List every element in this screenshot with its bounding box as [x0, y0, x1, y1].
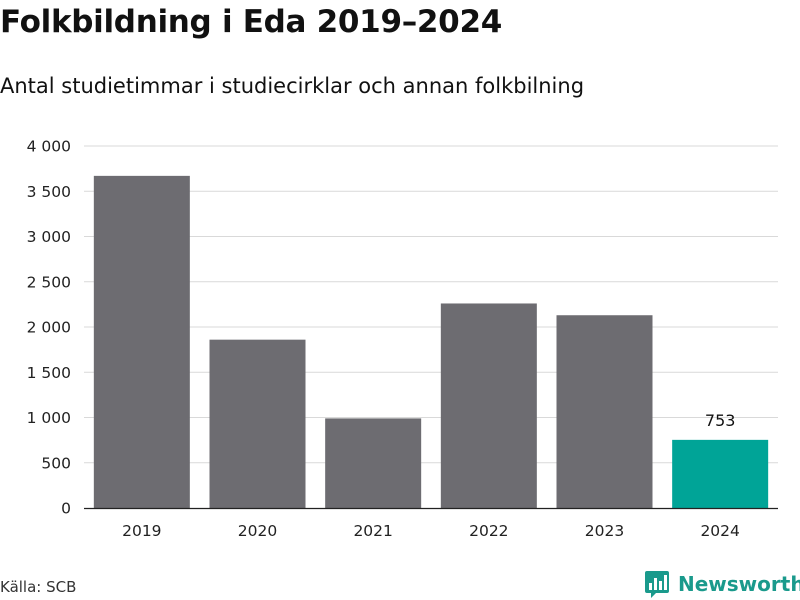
x-tick-label: 2024	[700, 522, 739, 540]
x-tick-label: 2023	[585, 522, 624, 540]
x-tick-label: 2020	[238, 522, 277, 540]
bar-2024	[672, 439, 769, 508]
x-tick-label: 2019	[122, 522, 161, 540]
source-note: Källa: SCB	[0, 578, 77, 596]
y-tick-label: 2 000	[27, 319, 71, 337]
y-tick-label: 2 500	[27, 273, 71, 291]
data-label: 753	[705, 411, 736, 430]
bar-2020	[209, 339, 306, 508]
y-tick-label: 3 500	[27, 183, 71, 201]
y-tick-label: 500	[41, 454, 71, 472]
bar-2022	[440, 303, 537, 508]
bar-chart-speech-bubble-icon	[645, 571, 669, 598]
bars	[93, 175, 769, 509]
y-axis: 0 500 1 000 1 500 2 000 2 500 3 000 3 500 4 000	[27, 138, 71, 518]
chart-title: Folkbildning i Eda 2019–2024	[0, 4, 502, 40]
y-tick-label: 4 000	[27, 138, 71, 156]
y-tick-label: 0	[61, 500, 71, 518]
newsworthy-logo: Newsworthy	[644, 569, 800, 599]
chart-subtitle: Antal studietimmar i studiecirklar och a…	[0, 74, 585, 98]
bar-2023	[556, 315, 653, 508]
y-tick-label: 1 000	[27, 409, 71, 427]
bar-2021	[325, 418, 422, 508]
x-axis: 2019 2020 2021 2022 2023 2024	[84, 507, 778, 540]
gridlines	[84, 145, 778, 464]
x-tick-label: 2021	[353, 522, 392, 540]
x-tick-label: 2022	[469, 522, 508, 540]
y-tick-label: 3 000	[27, 228, 71, 246]
brand-name: Newsworthy	[678, 572, 800, 596]
y-tick-label: 1 500	[27, 364, 71, 382]
data-labels: 753	[705, 411, 736, 430]
bar-2019	[93, 175, 190, 509]
